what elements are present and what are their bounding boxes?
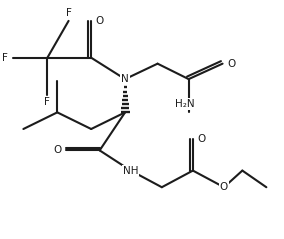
- Text: O: O: [227, 59, 235, 69]
- Text: F: F: [66, 8, 72, 18]
- Text: O: O: [197, 134, 206, 143]
- Text: NH: NH: [123, 166, 139, 176]
- Text: F: F: [45, 97, 50, 107]
- Text: O: O: [95, 16, 104, 26]
- Text: O: O: [53, 145, 61, 155]
- Text: H₂N: H₂N: [175, 99, 194, 109]
- Text: F: F: [1, 53, 7, 63]
- Text: N: N: [121, 74, 129, 84]
- Text: O: O: [220, 182, 228, 192]
